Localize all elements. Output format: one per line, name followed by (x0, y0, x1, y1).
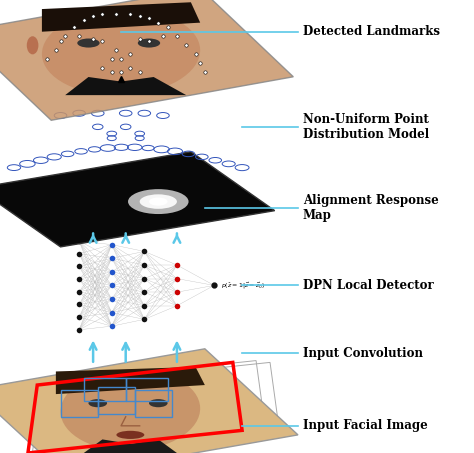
Ellipse shape (27, 36, 38, 54)
Point (62, 33, 69, 40)
Polygon shape (0, 349, 298, 453)
Point (108, 69, 116, 76)
Point (52, 46, 60, 53)
Polygon shape (56, 367, 205, 394)
Polygon shape (65, 77, 186, 95)
Point (71, 24, 78, 31)
Point (155, 19, 162, 26)
Point (99, 37, 106, 44)
Point (113, 46, 120, 53)
Point (89, 12, 97, 19)
Point (136, 35, 144, 42)
Point (113, 10, 120, 17)
Point (127, 64, 134, 72)
Point (145, 14, 153, 22)
Point (136, 69, 144, 76)
Ellipse shape (149, 399, 168, 407)
Point (99, 64, 106, 72)
Point (108, 55, 116, 63)
Point (145, 37, 153, 44)
Point (196, 60, 204, 67)
Point (80, 17, 88, 24)
Point (127, 10, 134, 17)
Polygon shape (0, 152, 275, 247)
Point (136, 12, 144, 19)
Point (182, 42, 190, 49)
Ellipse shape (61, 369, 200, 451)
Point (99, 10, 106, 17)
Text: Input Facial Image: Input Facial Image (302, 419, 428, 432)
Point (117, 69, 125, 76)
Point (173, 33, 181, 40)
Ellipse shape (42, 9, 200, 95)
Point (75, 33, 83, 40)
Polygon shape (42, 2, 200, 32)
Point (43, 55, 50, 63)
Point (192, 51, 200, 58)
Point (164, 24, 172, 31)
Ellipse shape (149, 198, 168, 206)
Point (57, 37, 64, 44)
Text: $p(\hat{z}{=}1|\vec{z}{=}\vec{z}_0)$: $p(\hat{z}{=}1|\vec{z}{=}\vec{z}_0)$ (221, 280, 265, 290)
Ellipse shape (138, 39, 160, 48)
Point (117, 55, 125, 63)
Ellipse shape (117, 431, 144, 439)
Ellipse shape (128, 189, 189, 214)
Text: Detected Landmarks: Detected Landmarks (302, 25, 439, 38)
Polygon shape (0, 0, 293, 120)
Point (201, 69, 209, 76)
Point (159, 33, 167, 40)
Polygon shape (84, 439, 177, 453)
Ellipse shape (140, 194, 177, 209)
Text: Input Convolution: Input Convolution (302, 347, 423, 360)
Text: Non-Uniform Point
Distribution Model: Non-Uniform Point Distribution Model (302, 113, 429, 141)
Text: Alignment Response
Map: Alignment Response Map (302, 194, 438, 222)
Ellipse shape (89, 399, 107, 407)
Point (89, 35, 97, 42)
Ellipse shape (77, 39, 100, 48)
Point (127, 51, 134, 58)
Text: DPN Local Detector: DPN Local Detector (302, 279, 433, 292)
